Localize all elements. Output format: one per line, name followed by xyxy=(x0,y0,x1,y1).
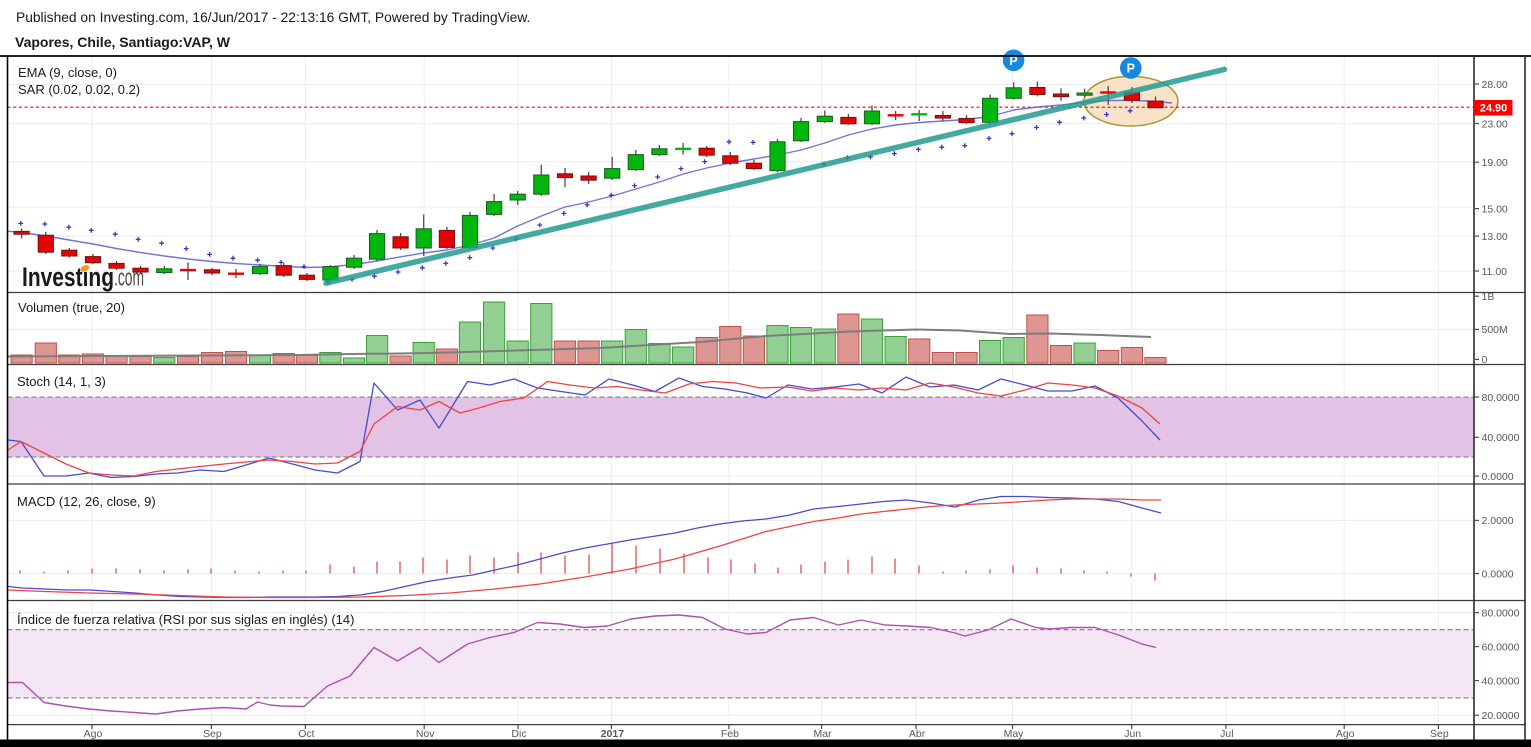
svg-text:Feb: Feb xyxy=(721,728,739,740)
svg-text:40.0000: 40.0000 xyxy=(1482,675,1520,687)
svg-text:15.00: 15.00 xyxy=(1482,203,1508,215)
svg-text:0: 0 xyxy=(1482,354,1488,366)
svg-text:80.0000: 80.0000 xyxy=(1482,392,1520,404)
svg-text:Jun: Jun xyxy=(1124,728,1141,740)
svg-text:SAR (0.02, 0.02, 0.2): SAR (0.02, 0.02, 0.2) xyxy=(18,82,140,97)
svg-text:Abr: Abr xyxy=(909,728,926,740)
svg-text:EMA (9, close, 0): EMA (9, close, 0) xyxy=(18,65,117,80)
svg-text:May: May xyxy=(1004,728,1025,740)
svg-text:11.00: 11.00 xyxy=(1482,266,1508,278)
svg-text:1B: 1B xyxy=(1482,291,1495,303)
svg-text:2017: 2017 xyxy=(601,728,625,740)
svg-text:Jul: Jul xyxy=(1220,728,1233,740)
svg-text:2.0000: 2.0000 xyxy=(1482,515,1514,527)
svg-text:28.00: 28.00 xyxy=(1482,79,1508,91)
svg-text:P: P xyxy=(1009,54,1017,68)
svg-text:Oct: Oct xyxy=(298,728,314,740)
svg-text:24.90: 24.90 xyxy=(1480,103,1508,115)
svg-text:40.0000: 40.0000 xyxy=(1482,432,1520,444)
svg-text:Índice de fuerza relativa (RSI: Índice de fuerza relativa (RSI por sus s… xyxy=(17,612,354,627)
svg-text:23.00: 23.00 xyxy=(1482,118,1508,130)
svg-text:MACD (12, 26, close, 9): MACD (12, 26, close, 9) xyxy=(17,494,156,509)
svg-text:19.00: 19.00 xyxy=(1482,157,1508,169)
svg-text:60.0000: 60.0000 xyxy=(1482,641,1520,653)
svg-text:13.00: 13.00 xyxy=(1482,231,1508,243)
svg-text:Ago: Ago xyxy=(84,728,103,740)
svg-text:Investing: Investing xyxy=(22,262,114,292)
svg-text:Dic: Dic xyxy=(511,728,526,740)
svg-text:Ago: Ago xyxy=(1336,728,1355,740)
svg-text:20.0000: 20.0000 xyxy=(1482,710,1520,722)
svg-text:Sep: Sep xyxy=(1430,728,1449,740)
svg-text:0.0000: 0.0000 xyxy=(1482,471,1514,483)
svg-text:Nov: Nov xyxy=(416,728,435,740)
svg-text:Sep: Sep xyxy=(203,728,222,740)
svg-text:80.0000: 80.0000 xyxy=(1482,607,1520,619)
svg-text:Published on Investing.com, 16: Published on Investing.com, 16/Jun/2017 … xyxy=(16,10,530,25)
svg-text:P: P xyxy=(1127,62,1135,76)
svg-text:Vapores, Chile, Santiago:VAP,: Vapores, Chile, Santiago:VAP, W xyxy=(15,34,231,50)
svg-text:Stoch (14, 1, 3): Stoch (14, 1, 3) xyxy=(17,374,106,389)
svg-text:500M: 500M xyxy=(1482,324,1508,336)
svg-text:Mar: Mar xyxy=(814,728,833,740)
svg-text:0.0000: 0.0000 xyxy=(1482,568,1514,580)
svg-text:Volumen (true, 20): Volumen (true, 20) xyxy=(18,300,125,315)
